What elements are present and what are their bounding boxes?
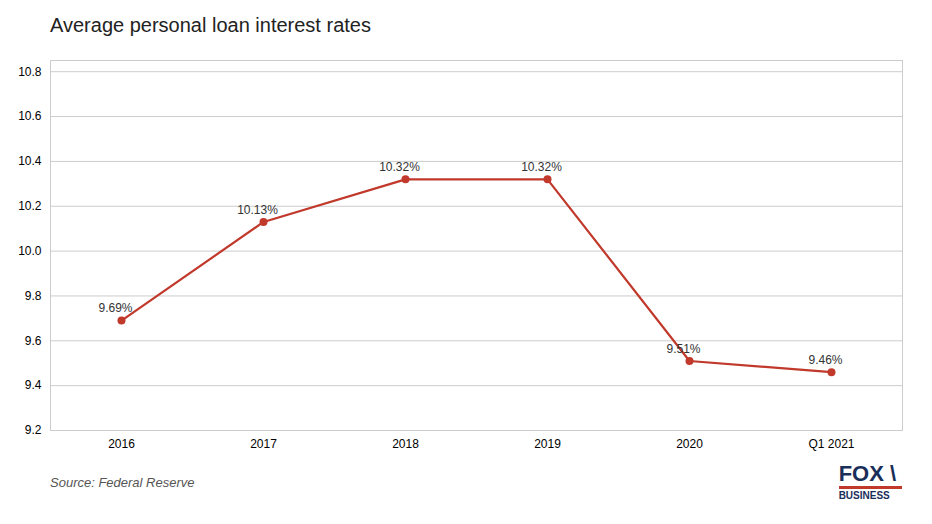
svg-text:10.2: 10.2: [18, 199, 42, 213]
svg-text:9.69%: 9.69%: [98, 301, 132, 315]
svg-text:9.51%: 9.51%: [666, 342, 700, 356]
html-text:FOX \: FOX \: [838, 461, 896, 486]
svg-text:2017: 2017: [250, 437, 277, 451]
svg-text:2019: 2019: [534, 437, 561, 451]
html-text:Source: Federal Reserve: Source: Federal Reserve: [50, 474, 195, 490]
html-text:Average personal loan interest: Average personal loan interest rates: [50, 14, 371, 36]
html-text:BUSINESS: BUSINESS: [838, 490, 890, 501]
svg-text:9.6: 9.6: [25, 334, 42, 348]
svg-text:2018: 2018: [392, 437, 419, 451]
svg-text:10.6: 10.6: [18, 109, 42, 123]
svg-text:9.8: 9.8: [25, 289, 42, 303]
svg-text:9.46%: 9.46%: [808, 353, 842, 367]
svg-text:Q1 2021: Q1 2021: [808, 437, 854, 451]
svg-text:10.32%: 10.32%: [379, 160, 420, 174]
svg-text:10.0: 10.0: [18, 244, 42, 258]
svg-text:2016: 2016: [108, 437, 135, 451]
svg-text:9.4: 9.4: [25, 378, 42, 392]
svg-text:10.32%: 10.32%: [521, 160, 562, 174]
svg-text:10.8: 10.8: [18, 65, 42, 79]
svg-text:2020: 2020: [676, 437, 703, 451]
svg-text:10.13%: 10.13%: [237, 203, 278, 217]
svg-text:10.4: 10.4: [18, 154, 42, 168]
svg-text:9.2: 9.2: [25, 423, 42, 437]
